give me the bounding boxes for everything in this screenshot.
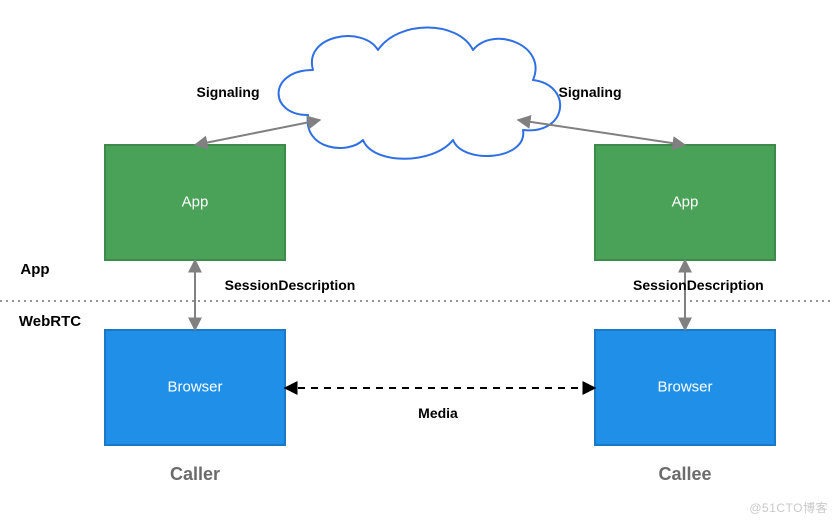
browser-caller-label: Browser <box>167 378 222 395</box>
app-caller-box: App <box>105 145 285 260</box>
label-session-left: SessionDescription <box>225 277 356 293</box>
region-label-webrtc: WebRTC <box>19 313 81 330</box>
footer-callee: Callee <box>658 464 711 484</box>
watermark: @51CTO博客 <box>749 499 828 516</box>
edge-signal-left <box>195 120 320 145</box>
app-callee-box: App <box>595 145 775 260</box>
label-session-right: SessionDescription <box>633 277 764 293</box>
browser-callee-box: Browser <box>595 330 775 445</box>
diagram-canvas: App App Browser Browser Signaling Signal… <box>0 0 834 520</box>
footer-caller: Caller <box>170 464 220 484</box>
region-label-app: App <box>20 261 49 278</box>
edge-signal-right <box>518 120 685 145</box>
browser-caller-box: Browser <box>105 330 285 445</box>
label-media: Media <box>418 405 458 421</box>
app-callee-label: App <box>672 193 699 210</box>
cloud-shape <box>279 28 561 159</box>
app-caller-label: App <box>182 193 209 210</box>
label-signaling-left: Signaling <box>197 84 260 100</box>
browser-callee-label: Browser <box>657 378 712 395</box>
label-signaling-right: Signaling <box>559 84 622 100</box>
